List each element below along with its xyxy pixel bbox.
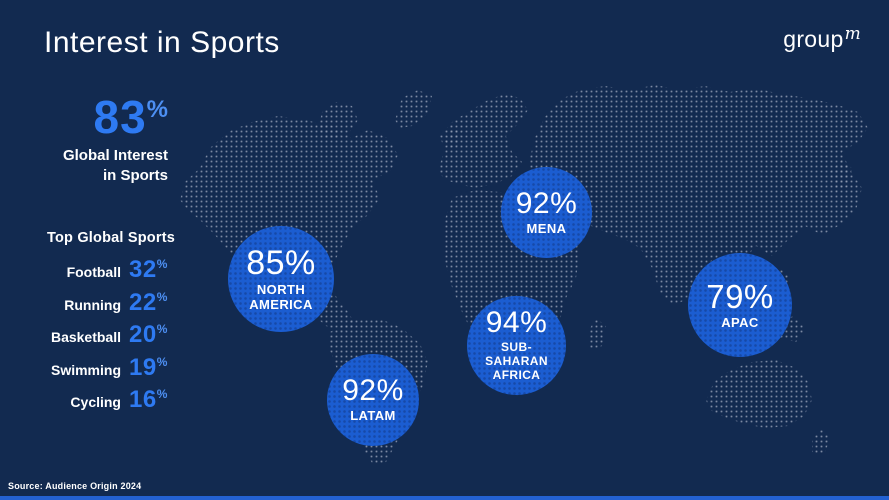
region-name: APAC	[721, 314, 759, 330]
sport-value: 20%	[129, 321, 168, 348]
region-value: 85%	[246, 243, 316, 282]
sport-label: Running	[64, 296, 121, 313]
sport-row-running: Running 22%	[28, 289, 175, 316]
top-sports-list: Top Global Sports Football 32% Running 2…	[28, 230, 175, 419]
region-name: NORTH AMERICA	[249, 281, 313, 312]
region-name: LATAM	[350, 408, 396, 424]
region-name: SUB-SAHARAN AFRICA	[485, 340, 548, 382]
logo-mark: m	[844, 24, 861, 44]
sport-value: 16%	[129, 386, 168, 413]
global-interest-stat: 83% Global Interest in Sports	[36, 94, 168, 187]
region-value: 79%	[706, 277, 774, 315]
region-value: 92%	[342, 374, 404, 408]
region-bubble-north-america: 85% NORTH AMERICA	[228, 226, 334, 332]
sport-row-swimming: Swimming 19%	[28, 354, 175, 381]
source-note: Source: Audience Origin 2024	[8, 481, 142, 491]
sport-value: 32%	[129, 256, 168, 283]
footer-accent-bar	[0, 496, 889, 500]
region-bubble-sub-saharan-africa: 94% SUB-SAHARAN AFRICA	[467, 296, 566, 395]
global-interest-percent-sign: %	[146, 96, 168, 123]
sport-row-basketball: Basketball 20%	[28, 321, 175, 348]
global-interest-label: Global Interest in Sports	[62, 147, 168, 185]
sport-label: Basketball	[50, 329, 121, 345]
region-name: MENA	[526, 220, 567, 236]
global-interest-figure: 83%	[36, 94, 168, 140]
region-bubble-latam: 92% LATAM	[327, 354, 419, 446]
top-sports-heading: Top Global Sports	[47, 230, 175, 246]
sport-row-cycling: Cycling 16%	[28, 386, 175, 413]
sport-label: Football	[66, 264, 121, 280]
sport-value: 19%	[129, 353, 168, 381]
region-bubble-mena: 92% MENA	[501, 167, 592, 258]
region-value: 94%	[485, 306, 548, 340]
sport-row-football: Football 32%	[28, 256, 175, 283]
logo-word: group	[783, 26, 844, 52]
global-interest-value: 83	[93, 91, 147, 143]
sport-label: Cycling	[70, 394, 121, 410]
groupm-logo: groupm	[783, 24, 861, 53]
page-title: Interest in Sports	[44, 26, 280, 59]
region-value: 92%	[515, 186, 578, 220]
region-bubble-apac: 79% APAC	[688, 253, 792, 357]
sport-value: 22%	[129, 288, 168, 316]
sport-label: Swimming	[50, 361, 121, 378]
